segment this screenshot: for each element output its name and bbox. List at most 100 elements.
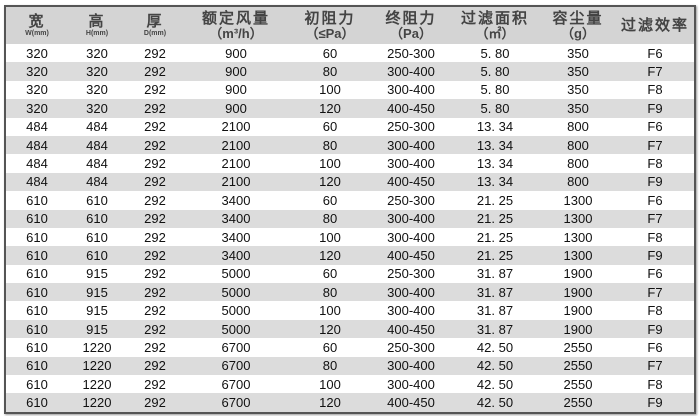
- filter-spec-table: 宽 W(mm) 高 H(mm) 厚 D(mm) 额定风量 （m³/h） 初阻力 （≤Pa） 终阻力（…: [6, 7, 694, 412]
- table-row: 320 320 292 900 100 300-400 5. 80 350 F8: [6, 81, 694, 99]
- header-unit: （Pa）: [390, 25, 432, 41]
- table-cell: 292: [126, 135, 184, 155]
- table-cell: 484: [86, 119, 108, 135]
- table-cell: 120: [288, 393, 372, 412]
- table-cell: F8: [647, 376, 663, 392]
- table-cell: F9: [616, 246, 694, 265]
- table-cell: 400-450: [372, 246, 450, 265]
- table-cell: F8: [647, 229, 663, 245]
- table-cell: 350: [567, 82, 589, 98]
- table-cell: 292: [126, 209, 184, 228]
- table-cell: 60: [322, 339, 338, 355]
- table-cell: 610: [6, 246, 68, 265]
- table-cell: 610: [26, 376, 48, 392]
- table-row: 610 915 292 5000 100 300-400 31. 87 1900 F8: [6, 301, 694, 319]
- table-cell: 1900: [540, 283, 616, 302]
- table-cell: 60: [322, 45, 338, 61]
- table-cell: F6: [647, 45, 663, 61]
- table-cell: 5. 80: [450, 99, 540, 118]
- table-cell: F9: [616, 319, 694, 339]
- table-cell: 484: [68, 135, 126, 155]
- table-cell: 250-300: [387, 266, 435, 282]
- table-cell: 484: [6, 135, 68, 155]
- table-cell: 5000: [184, 283, 288, 302]
- table-cell: 42. 50: [450, 356, 540, 376]
- table-cell: 400-450: [372, 393, 450, 412]
- table-cell: 292: [144, 303, 166, 319]
- header-label: 过滤面积: [460, 9, 529, 27]
- table-cell: 320: [26, 82, 48, 98]
- table-row: 484 484 292 2100 100 300-400 13. 34 800 F8: [6, 154, 694, 172]
- table-cell: F9: [616, 99, 694, 118]
- table-cell: 42. 50: [476, 376, 514, 392]
- table-cell: 1900: [540, 319, 616, 339]
- table-row: 484 484 292 2100 60 250-300 13. 34 800 F6: [6, 118, 694, 136]
- table-cell: 400-450: [372, 172, 450, 192]
- table-cell: 292: [126, 393, 184, 412]
- table-cell: 2550: [540, 356, 616, 376]
- table-cell: 292: [144, 229, 166, 245]
- table-cell: F8: [647, 156, 663, 172]
- table-cell: 610: [26, 192, 48, 208]
- table-cell: 1900: [563, 266, 593, 282]
- table-cell: 3400: [184, 209, 288, 228]
- table-cell: 6700: [221, 339, 251, 355]
- table-cell: 900: [225, 82, 247, 98]
- table-cell: 400-450: [372, 99, 450, 118]
- table-cell: 100: [319, 229, 341, 245]
- header-unit: W(mm): [25, 29, 49, 37]
- table-cell: 80: [288, 356, 372, 376]
- table-cell: 300-400: [387, 229, 435, 245]
- table-cell: 292: [126, 172, 184, 192]
- table-cell: 292: [144, 192, 166, 208]
- table-cell: 5000: [221, 266, 251, 282]
- table-cell: 100: [319, 376, 341, 392]
- table-cell: 320: [6, 99, 68, 118]
- table-cell: 2100: [221, 119, 251, 135]
- table-row: 610 1220 292 6700 120 400-450 42. 50 2550 F9: [6, 393, 694, 412]
- table-cell: F7: [616, 135, 694, 155]
- table-cell: 2550: [540, 393, 616, 412]
- table-cell: 320: [68, 62, 126, 81]
- table-cell: 13. 34: [450, 135, 540, 155]
- table-cell: F6: [647, 119, 663, 135]
- table-cell: F7: [616, 62, 694, 81]
- header-label: 高: [88, 12, 106, 30]
- table-cell: 300-400: [372, 283, 450, 302]
- table-cell: 120: [288, 172, 372, 192]
- table-cell: 1900: [563, 303, 593, 319]
- table-cell: 2550: [563, 339, 593, 355]
- table-cell: 1300: [563, 192, 593, 208]
- table-cell: 21. 25: [450, 209, 540, 228]
- table-cell: F6: [647, 192, 663, 208]
- table-cell: F7: [616, 356, 694, 376]
- table-row: 610 915 292 5000 120 400-450 31. 87 1900 F9: [6, 319, 694, 339]
- table-cell: 31. 87: [476, 266, 514, 282]
- header-label: 宽: [28, 12, 46, 30]
- table-cell: 5. 80: [480, 45, 510, 61]
- table-cell: 31. 87: [450, 319, 540, 339]
- table-cell: 915: [86, 266, 108, 282]
- table-row: 610 915 292 5000 60 250-300 31. 87 1900 F6: [6, 265, 694, 283]
- table-cell: 292: [126, 356, 184, 376]
- table-cell: 320: [6, 62, 68, 81]
- table-cell: 320: [68, 99, 126, 118]
- table-cell: 900: [184, 62, 288, 81]
- header-unit: （m³/h）: [209, 25, 263, 41]
- table-cell: 350: [567, 45, 589, 61]
- table-cell: 1220: [68, 356, 126, 376]
- table-cell: 13. 34: [450, 172, 540, 192]
- table-cell: 5. 80: [480, 82, 510, 98]
- table-cell: 292: [126, 319, 184, 339]
- table-cell: 60: [322, 266, 338, 282]
- spec-table-frame: 宽 W(mm) 高 H(mm) 厚 D(mm) 额定风量 （m³/h） 初阻力 （≤Pa） 终阻力（…: [4, 5, 696, 414]
- table-cell: 400-450: [372, 319, 450, 339]
- table-cell: F9: [616, 172, 694, 192]
- table-cell: 900: [225, 45, 247, 61]
- table-cell: 292: [144, 119, 166, 135]
- table-cell: 915: [68, 319, 126, 339]
- table-cell: 300-400: [372, 356, 450, 376]
- header-label: 容尘量: [552, 9, 604, 27]
- table-cell: F6: [647, 266, 663, 282]
- table-cell: 250-300: [387, 119, 435, 135]
